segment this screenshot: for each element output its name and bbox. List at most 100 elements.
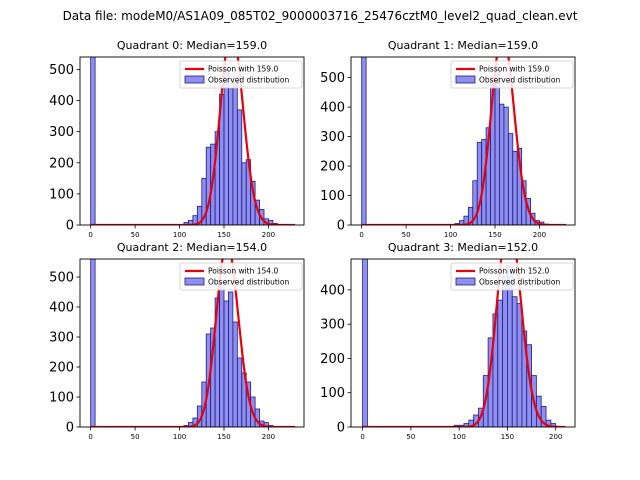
histogram-bar [263, 422, 269, 427]
x-tick-label: 50 [131, 433, 140, 441]
histogram-bar-zero [90, 57, 96, 225]
poisson-curve [90, 57, 296, 225]
histogram-bar [511, 296, 518, 427]
x-tick-label: 50 [402, 231, 411, 239]
legend-label-poisson: Poisson with 154.0 [208, 267, 278, 276]
y-tick-label: 400 [320, 283, 345, 298]
histogram-bar [502, 275, 508, 427]
legend-box [450, 262, 574, 291]
x-tick-label: 0 [360, 433, 364, 441]
x-tick-label: 150 [488, 231, 501, 239]
histogram-bar [232, 81, 238, 225]
legend-box [179, 262, 303, 291]
histogram-bar [228, 87, 234, 225]
histogram-bar [497, 299, 503, 427]
y-tick-label: 500 [49, 63, 74, 78]
panel-title: Quadrant 0: Median=159.0 [117, 39, 267, 52]
legend-bar-swatch [455, 277, 476, 286]
plot-area [90, 259, 296, 427]
y-tick-label: 300 [49, 125, 74, 140]
plot-area [90, 57, 296, 225]
x-tick-label: 50 [406, 433, 415, 441]
y-tick-label: 100 [49, 391, 74, 406]
panel-title: Quadrant 1: Median=159.0 [388, 39, 538, 52]
legend-label-poisson: Poisson with 159.0 [479, 65, 549, 74]
axes-frame [79, 258, 305, 428]
legend-bar-swatch [184, 277, 205, 286]
panel-title: Quadrant 2: Median=154.0 [117, 241, 267, 254]
panel-title: Quadrant 3: Median=152.0 [388, 241, 538, 254]
y-tick-label: 200 [320, 352, 345, 367]
x-tick-label: 0 [359, 231, 363, 239]
x-tick-label: 0 [88, 433, 92, 441]
histogram-bar [223, 69, 229, 225]
quadrant-panel-3: 0 100 200 300 400 0 50 100 150 200 Quadrant 3: Med… [320, 241, 576, 441]
y-tick-label: 0 [66, 219, 74, 234]
legend-bar-swatch [455, 75, 476, 84]
y-tick-label: 300 [49, 331, 74, 346]
y-tick-label: 300 [320, 318, 345, 333]
histogram-bar-zero [362, 259, 368, 427]
histogram-bar [232, 321, 238, 427]
y-tick-label: 400 [49, 94, 74, 109]
legend-label-poisson: Poisson with 159.0 [208, 65, 278, 74]
x-tick-label: 100 [173, 231, 186, 239]
x-tick-label: 150 [217, 433, 230, 441]
legend-box [450, 60, 574, 89]
y-tick-label: 200 [49, 156, 74, 171]
x-tick-label: 150 [217, 231, 230, 239]
y-tick-label: 200 [320, 160, 345, 175]
legend: Poisson with 154.0 Observed distribution [179, 262, 303, 291]
axes-frame [350, 258, 576, 428]
plot-area [362, 259, 566, 427]
y-tick-label: 100 [320, 189, 345, 204]
y-tick-label: 100 [320, 386, 345, 401]
x-tick-label: 100 [173, 433, 186, 441]
legend-label-observed: Observed distribution [479, 76, 560, 85]
y-tick-label: 0 [337, 219, 345, 234]
legend: Poisson with 159.0 Observed distribution [450, 60, 574, 89]
y-tick-label: 200 [49, 361, 74, 376]
x-tick-label: 200 [549, 433, 562, 441]
histogram-bar [228, 291, 234, 427]
axes-frame [350, 56, 576, 226]
histogram-bar [507, 133, 514, 225]
x-tick-label: 200 [533, 231, 546, 239]
axes-frame [79, 56, 305, 226]
x-tick-label: 50 [131, 231, 140, 239]
x-tick-label: 150 [501, 433, 514, 441]
legend-label-observed: Observed distribution [479, 278, 560, 287]
histogram-bar [494, 68, 500, 225]
y-tick-label: 400 [320, 101, 345, 116]
y-tick-label: 400 [49, 301, 74, 316]
histogram-bar [241, 162, 247, 225]
x-tick-label: 200 [262, 433, 275, 441]
histogram-bar [516, 303, 523, 427]
legend-label-observed: Observed distribution [208, 76, 289, 85]
y-tick-label: 0 [337, 421, 345, 436]
histogram-bar [512, 150, 518, 225]
histogram-bar [236, 357, 243, 427]
legend-label-poisson: Poisson with 152.0 [479, 267, 549, 276]
histogram-bar [219, 282, 225, 427]
legend: Poisson with 152.0 Observed distribution [450, 262, 574, 291]
histogram-bar [223, 300, 229, 427]
y-tick-label: 500 [49, 271, 74, 286]
y-tick-label: 0 [66, 421, 74, 436]
legend-bar-swatch [184, 75, 205, 84]
histogram-bar [503, 106, 509, 225]
y-tick-label: 100 [49, 187, 74, 202]
histogram-bar-zero [361, 57, 367, 225]
x-tick-label: 100 [444, 231, 457, 239]
legend-box [179, 60, 303, 89]
quadrant-panel-1: 0 100 200 300 400 500 0 50 100 150 200 Quadrant 1: … [320, 39, 576, 239]
histogram-bar-zero [90, 259, 96, 427]
figure-suptitle: Data file: modeM0/AS1A09_085T02_90000037… [63, 9, 578, 23]
quadrant-panel-2: 0 100 200 300 400 500 0 50 100 150 200 Quadrant 2: … [49, 241, 305, 441]
histogram-bar [236, 109, 243, 225]
x-tick-label: 100 [452, 433, 465, 441]
quadrant-panel-0: 0 100 200 300 400 500 0 50 100 150 200 Quadrant 0: … [49, 39, 305, 239]
legend: Poisson with 159.0 Observed distribution [179, 60, 303, 89]
y-tick-label: 300 [320, 130, 345, 145]
